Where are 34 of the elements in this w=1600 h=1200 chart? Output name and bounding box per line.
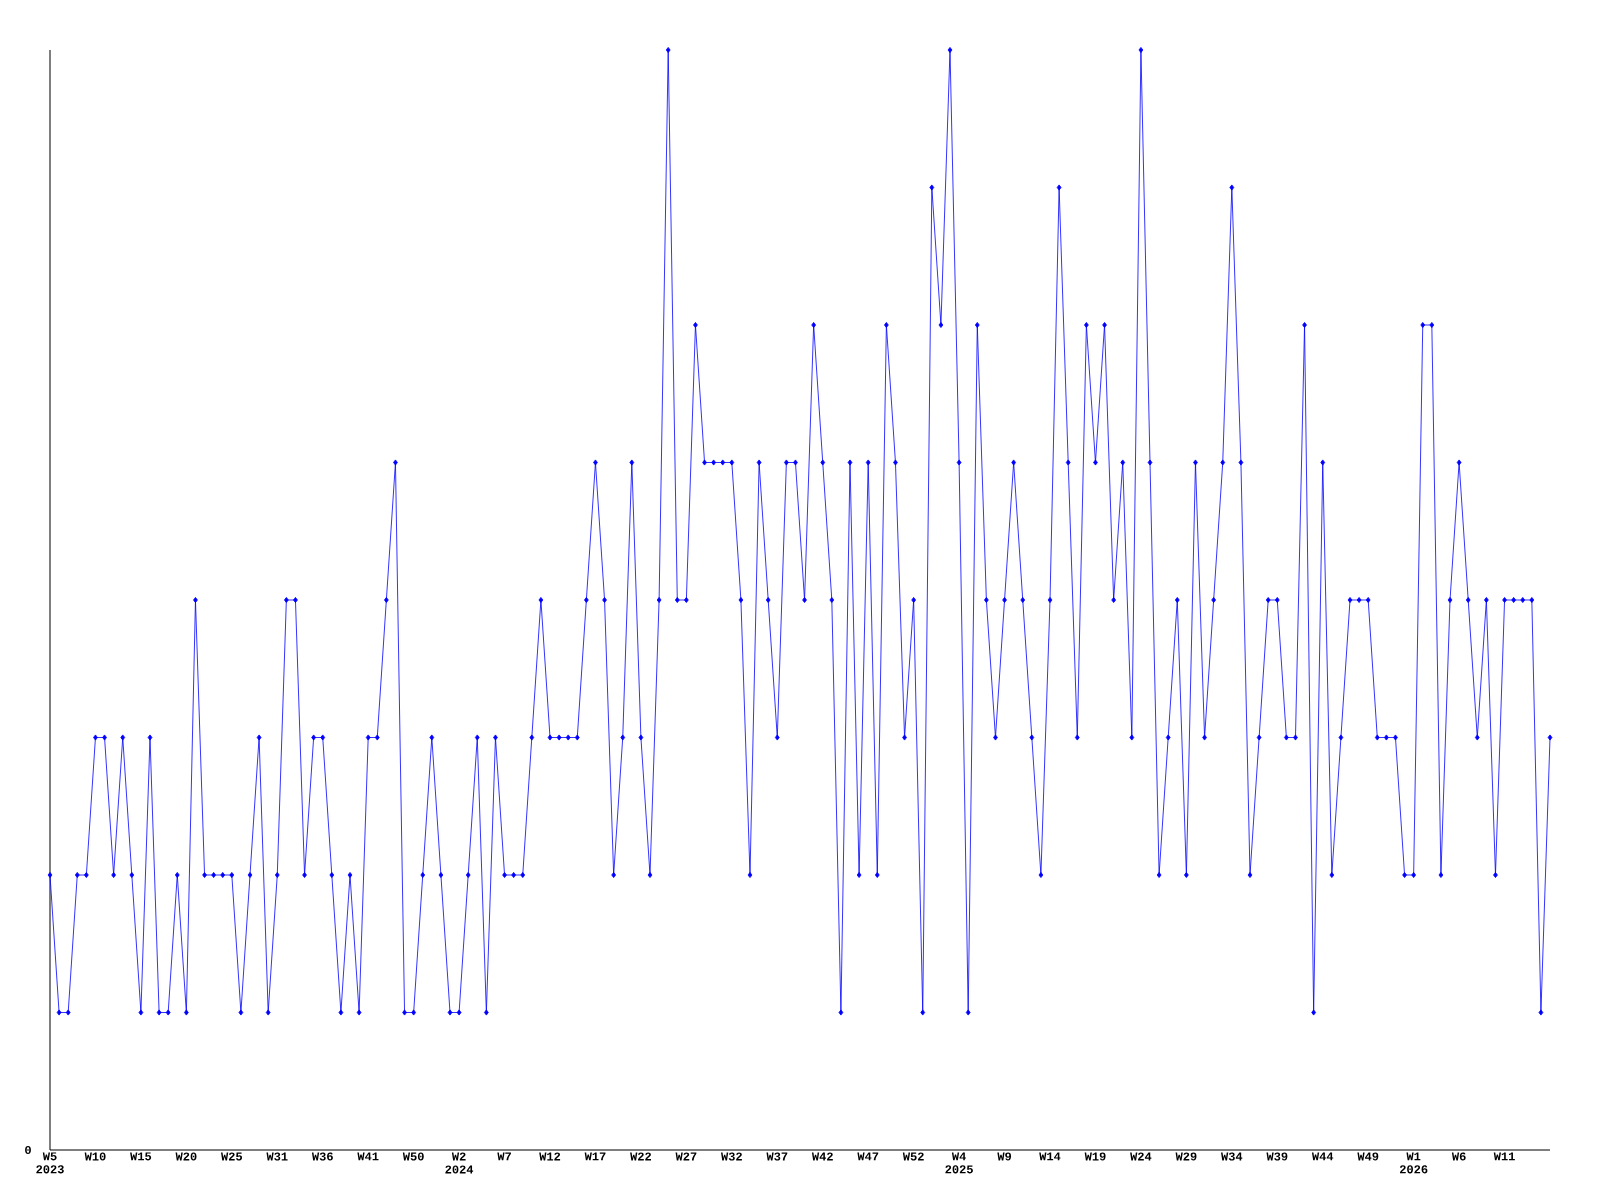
x-tick-label: W20: [175, 1152, 197, 1161]
x-tick-label: W22: [630, 1152, 652, 1161]
x-tick-label: W34: [1221, 1152, 1243, 1161]
x-tick-label: W12: [539, 1152, 561, 1161]
x-tick-label: W14: [1039, 1152, 1061, 1161]
x-tick-label: W27: [675, 1152, 697, 1161]
x-tick-label: W24: [1130, 1152, 1152, 1161]
x-tick-label: W47: [857, 1152, 879, 1161]
x-tick-label: W36: [311, 1152, 333, 1161]
x-tick-label: W31: [266, 1152, 288, 1161]
x-tick-label: W17: [584, 1152, 606, 1161]
x-tick-label: W41: [357, 1152, 379, 1161]
x-tick-label: W29: [1175, 1152, 1197, 1161]
x-tick-label: W49: [1357, 1152, 1379, 1161]
x-tick-label: W4 2025: [945, 1152, 973, 1174]
x-tick-label: W42: [811, 1152, 833, 1161]
x-tick-label: W1 2026: [1399, 1152, 1428, 1174]
x-tick-label: W25: [221, 1152, 243, 1161]
x-tick-label: W37: [766, 1152, 788, 1161]
x-tick-label: W6: [1451, 1152, 1466, 1161]
x-tick-label: W15: [130, 1152, 152, 1161]
x-tick-label: W44: [1311, 1152, 1334, 1161]
x-tick-label: W9: [997, 1152, 1012, 1161]
x-tick-label: W19: [1084, 1152, 1106, 1161]
x-tick-label: W7: [497, 1152, 511, 1161]
x-tick-label: W52: [902, 1152, 924, 1161]
x-tick-label: W32: [721, 1152, 742, 1161]
x-tick-label: W11: [1493, 1152, 1515, 1161]
x-tick-label: W10: [84, 1152, 106, 1161]
x-tick-label: W2 2024: [445, 1152, 474, 1174]
x-tick-label: W39: [1266, 1152, 1288, 1161]
x-tick-label: W5 2023: [36, 1152, 64, 1174]
x-tick-label: W50: [402, 1152, 424, 1161]
text: 0: [25, 1145, 31, 1155]
